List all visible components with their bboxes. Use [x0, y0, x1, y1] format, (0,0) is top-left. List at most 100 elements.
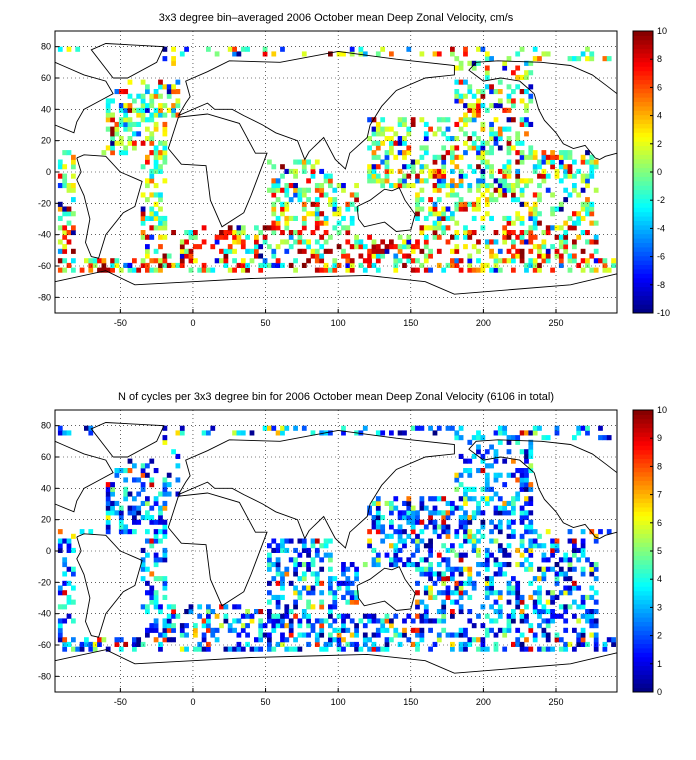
bin-cell — [123, 107, 129, 113]
colorbar-segment — [633, 669, 653, 675]
bin-cell — [267, 609, 272, 615]
bin-cell — [445, 136, 451, 142]
bin-cell — [62, 211, 68, 217]
bin-cell — [310, 557, 316, 563]
bin-cell — [354, 641, 359, 647]
bin-cell — [519, 552, 525, 558]
bin-cell — [463, 201, 468, 207]
bin-cell — [445, 524, 451, 530]
bin-cell — [101, 637, 107, 643]
bin-cell — [92, 258, 98, 264]
bin-cell — [345, 206, 351, 212]
bin-cell — [463, 244, 468, 250]
bin-cell — [284, 609, 290, 615]
bin-cell — [57, 248, 63, 254]
bin-cell — [576, 220, 582, 226]
bin-cell — [153, 145, 159, 151]
bin-cell — [240, 627, 246, 633]
bin-cell — [445, 192, 451, 198]
bin-cell — [593, 187, 599, 193]
bin-cell — [153, 627, 159, 633]
chart-title: N of cycles per 3x3 degree bin for 2006 … — [118, 391, 554, 403]
y-tick-label: 20 — [41, 136, 51, 146]
bin-cell — [397, 117, 403, 123]
bin-cell — [524, 496, 529, 502]
bin-cell — [493, 524, 499, 530]
colorbar-segment — [633, 617, 653, 622]
bin-cell — [454, 56, 460, 62]
colorbar-segment — [633, 246, 653, 252]
bin-cell — [576, 632, 582, 638]
bin-cell — [105, 103, 111, 109]
colorbar — [633, 31, 653, 314]
bin-cell — [528, 262, 534, 268]
bin-cell — [389, 136, 394, 142]
bin-cell — [236, 230, 242, 236]
bin-cell — [489, 486, 494, 492]
bin-cell — [506, 627, 512, 633]
bin-cell — [541, 618, 547, 624]
bin-cell — [471, 585, 477, 591]
bin-cell — [502, 571, 508, 577]
bin-cell — [219, 258, 224, 264]
bin-cell — [524, 70, 529, 76]
bin-cell — [511, 70, 516, 76]
bin-cell — [445, 557, 451, 563]
bin-cell — [171, 56, 176, 62]
bin-cell — [441, 618, 447, 624]
bin-cell — [280, 632, 285, 638]
bin-cell — [132, 510, 137, 516]
bin-cell — [371, 613, 377, 619]
y-tick-label: 60 — [41, 452, 51, 462]
bin-cell — [323, 267, 329, 273]
bin-cell — [471, 65, 477, 71]
bin-cell — [306, 632, 311, 638]
bin-cell — [201, 267, 207, 273]
bin-cell — [227, 46, 233, 52]
bin-cell — [332, 618, 338, 624]
bin-cell — [280, 623, 285, 629]
bin-cell — [550, 164, 555, 170]
bin-cell — [57, 225, 63, 231]
bin-cell — [458, 515, 464, 521]
bin-cell — [554, 425, 560, 431]
colorbar-segment — [633, 577, 653, 583]
bin-cell — [572, 225, 577, 231]
bin-cell — [328, 201, 333, 207]
colorbar-segment — [633, 683, 653, 689]
bin-cell — [493, 641, 499, 647]
bin-cell — [463, 632, 468, 638]
bin-cell — [153, 594, 159, 600]
bin-cell — [310, 627, 316, 633]
bin-cell — [310, 201, 316, 207]
bin-cell — [206, 623, 211, 629]
bin-cell — [158, 192, 163, 198]
bin-cell — [267, 262, 272, 268]
colorbar-segment — [633, 454, 653, 459]
bin-cell — [127, 529, 133, 535]
bin-cell — [140, 576, 146, 582]
bin-cell — [406, 173, 412, 179]
bin-cell — [572, 244, 577, 250]
bin-cell — [140, 107, 146, 113]
bin-cell — [493, 472, 499, 478]
bin-cell — [541, 632, 547, 638]
bin-cell — [66, 543, 72, 549]
bin-cell — [158, 103, 163, 109]
y-tick-label: -20 — [38, 577, 51, 587]
bin-cell — [162, 234, 168, 240]
data-cells — [57, 46, 616, 273]
colorbar-segment — [633, 145, 653, 151]
bin-cell — [66, 183, 72, 189]
bin-cell — [519, 46, 525, 52]
bin-cell — [101, 267, 107, 273]
bin-cell — [306, 239, 311, 245]
bin-cell — [280, 430, 285, 436]
bin-cell — [166, 623, 172, 629]
bin-cell — [71, 566, 76, 572]
bin-cell — [471, 515, 477, 521]
bin-cell — [550, 211, 555, 217]
bin-cell — [393, 140, 399, 146]
bin-cell — [419, 145, 425, 151]
bin-cell — [314, 248, 320, 254]
